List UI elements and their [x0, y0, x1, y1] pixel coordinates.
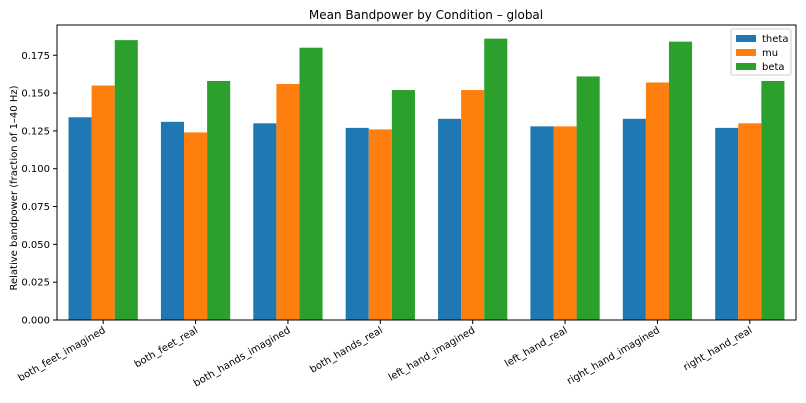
bar-beta-right_hand_real [761, 80, 785, 320]
legend-swatch-mu [736, 49, 756, 56]
x-tick-label: right_hand_real [682, 325, 755, 373]
bar-theta-right_hand_real [715, 127, 739, 321]
y-tick-label: 0.150 [21, 89, 50, 100]
bar-beta-left_hand_imagined [484, 38, 508, 321]
y-tick-label: 0.000 [21, 316, 50, 327]
bars-group [68, 38, 785, 321]
legend-swatch-beta [736, 63, 756, 70]
bar-mu-both_feet_imagined [91, 85, 115, 320]
y-axis-label: Relative bandpower (fraction of 1–40 Hz) [9, 85, 20, 290]
bar-theta-both_hands_real [345, 127, 369, 321]
x-tick-label: left_hand_real [503, 325, 569, 370]
bar-mu-both_hands_real [368, 129, 392, 320]
bar-beta-left_hand_real [576, 76, 600, 320]
y-tick-label: 0.100 [21, 164, 50, 175]
bar-beta-both_hands_real [391, 90, 415, 320]
y-tick-label: 0.075 [21, 202, 50, 213]
y-tick-label: 0.050 [21, 240, 50, 251]
x-axis: both_feet_imagined both_feet_realboth_han… [16, 320, 754, 389]
bar-beta-both_hands_imagined [299, 47, 323, 320]
bar-mu-both_feet_real [184, 132, 208, 320]
bar-mu-right_hand_real [738, 123, 762, 320]
x-tick-label: both_hands_imagined [192, 325, 293, 389]
x-tick-label: both_feet_real [133, 325, 200, 370]
y-tick-label: 0.175 [21, 51, 50, 62]
bar-mu-left_hand_real [553, 126, 577, 320]
y-tick-label: 0.125 [21, 126, 50, 137]
legend: theta mu beta [730, 28, 792, 76]
bar-theta-both_feet_real [160, 121, 185, 320]
legend-swatch-theta [736, 35, 756, 42]
x-tick-label: left_hand_imagined [387, 325, 477, 384]
bar-mu-left_hand_imagined [461, 90, 485, 320]
bar-theta-both_hands_imagined [253, 123, 277, 320]
bar-theta-left_hand_imagined [438, 118, 462, 320]
bar-mu-both_hands_imagined [276, 84, 300, 320]
bar-beta-right_hand_imagined [668, 41, 693, 320]
bar-theta-right_hand_imagined [622, 118, 646, 320]
plot-frame [56, 24, 797, 321]
y-tick-label: 0.025 [21, 278, 50, 289]
legend-label-mu: mu [762, 48, 778, 59]
bar-beta-both_feet_real [207, 80, 231, 320]
bar-theta-both_feet_imagined [68, 117, 92, 320]
bar-beta-both_feet_imagined [114, 40, 138, 320]
bar-mu-right_hand_imagined [645, 82, 669, 321]
x-tick-label: both_hands_real [308, 325, 385, 376]
bar-theta-left_hand_real [530, 126, 554, 320]
x-tick-label: both_feet_imagined [16, 325, 107, 384]
chart-title: Mean Bandpower by Condition – global [309, 8, 543, 22]
x-tick-label: right_hand_imagined [565, 325, 662, 387]
legend-label-theta: theta [762, 34, 788, 45]
legend-label-beta: beta [762, 62, 785, 73]
y-axis: 0.000 0.025 0.050 0.075 0.100 0.125 0.150 0.175 [21, 51, 57, 327]
